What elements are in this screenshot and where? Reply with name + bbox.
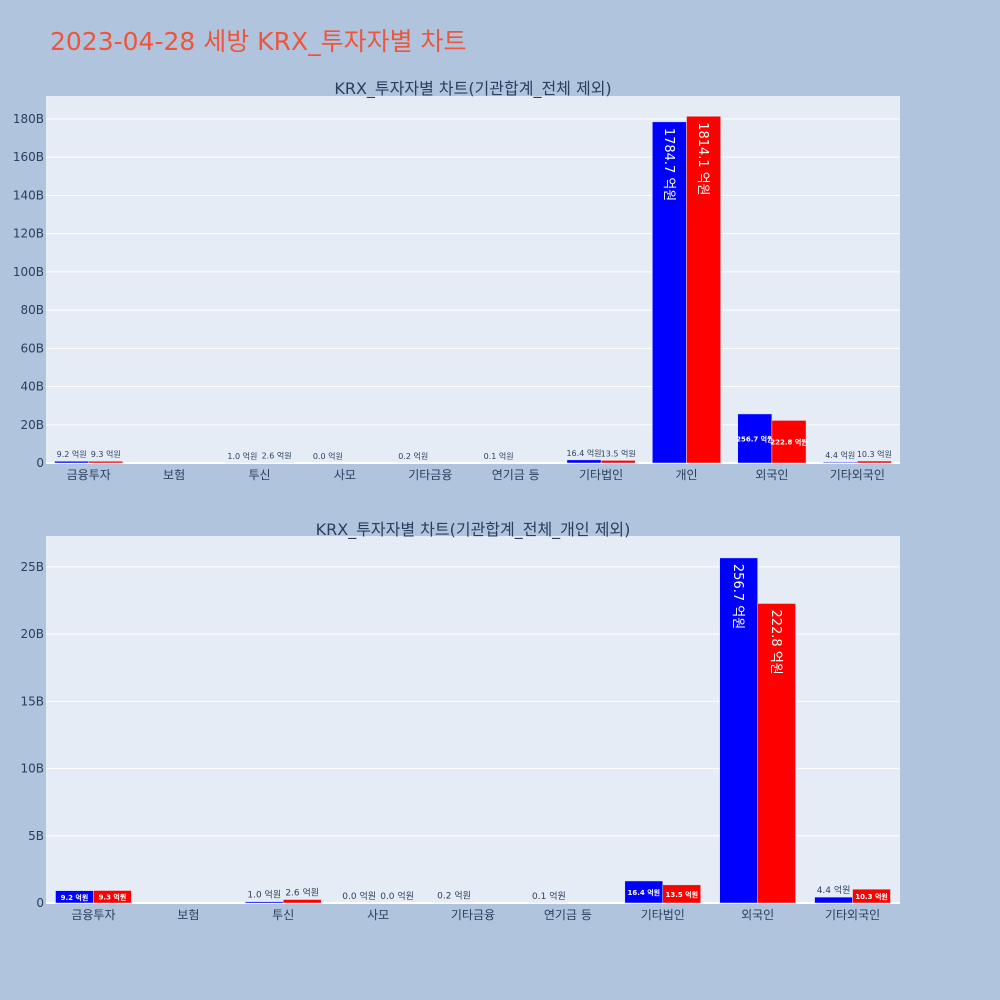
data-label: 222.8 억원 — [770, 438, 807, 447]
data-label: 9.2 억원 — [61, 893, 89, 902]
x-tick-label: 사모 — [367, 908, 389, 922]
y-tick-label: 160B — [13, 150, 44, 164]
data-label: 1.0 억원 — [247, 889, 281, 901]
x-tick-label: 금융투자 — [67, 468, 111, 482]
x-tick-label: 투신 — [272, 908, 294, 922]
data-label: 2.6 억원 — [262, 451, 292, 461]
y-tick-label: 25B — [20, 560, 44, 574]
data-label: 0.2 억원 — [437, 890, 471, 902]
bar — [93, 890, 132, 904]
data-label: 9.3 억원 — [91, 449, 121, 459]
data-label: 10.3 억원 — [855, 892, 888, 901]
bar — [757, 603, 796, 904]
x-tick-label: 기타외국인 — [830, 468, 885, 482]
bar — [282, 899, 322, 904]
data-label: 222.8 억원 — [768, 609, 783, 674]
y-tick-label: 20B — [20, 418, 44, 432]
x-tick-label: 외국인 — [741, 908, 774, 922]
x-tick-label: 보험 — [177, 908, 199, 922]
data-label: 13.5 억원 — [601, 448, 636, 458]
chart-title: KRX_투자자별 차트(기관합계_전체_개인 제외) — [316, 520, 631, 540]
x-tick-label: 기타외국인 — [825, 908, 880, 922]
bar — [822, 461, 858, 464]
y-tick-label: 60B — [20, 341, 44, 355]
y-tick-label: 0 — [36, 896, 44, 910]
bar — [686, 115, 721, 464]
x-tick-label: 사모 — [334, 468, 356, 482]
y-tick-label: 100B — [13, 265, 44, 279]
y-tick-label: 0 — [36, 456, 44, 470]
y-tick-label: 20B — [20, 627, 44, 641]
data-label: 4.4 억원 — [825, 450, 855, 460]
y-tick-label: 40B — [20, 380, 44, 394]
plot-area — [46, 96, 900, 463]
bar — [652, 121, 687, 464]
x-tick-label: 금융투자 — [71, 908, 115, 922]
data-label: 16.4 억원 — [566, 448, 601, 458]
data-label: 1814.1 억원 — [695, 122, 710, 195]
data-label: 2.6 억원 — [285, 887, 319, 899]
data-label: 10.3 억원 — [857, 449, 892, 459]
data-label: 1.0 억원 — [227, 451, 257, 461]
x-tick-label: 투신 — [248, 468, 270, 482]
bar — [771, 420, 807, 464]
bar — [814, 896, 853, 904]
bar — [857, 460, 892, 464]
bar — [245, 901, 284, 904]
data-label: 0.1 억원 — [484, 451, 514, 461]
data-label: 16.4 억원 — [628, 888, 661, 897]
page-title: 2023-04-28 세방 KRX_투자자별 차트 — [50, 27, 467, 56]
data-label: 13.5 억원 — [665, 890, 698, 899]
data-label: 0.0 억원 — [313, 451, 343, 461]
x-tick-label: 외국인 — [755, 468, 788, 482]
y-tick-label: 140B — [13, 188, 44, 202]
bar — [88, 460, 124, 464]
chart-institution-excluded: KRX_투자자별 차트(기관합계_전체 제외) 0 20B 40B 60B 80B 100B… — [13, 79, 900, 482]
data-label: 0.1 억원 — [532, 890, 566, 902]
x-tick-label: 기타금융 — [408, 468, 452, 482]
bar — [54, 460, 89, 464]
y-tick-label: 120B — [13, 227, 44, 241]
x-tick-label: 개인 — [675, 468, 697, 482]
data-label: 0.2 억원 — [398, 451, 428, 461]
bar — [719, 557, 758, 904]
data-label: 4.4 억원 — [817, 884, 851, 896]
x-tick-label: 기타법인 — [641, 908, 685, 922]
x-tick-label: 기타법인 — [579, 468, 623, 482]
chart-title: KRX_투자자별 차트(기관합계_전체 제외) — [334, 79, 611, 99]
data-label: 256.7 억원 — [736, 434, 773, 443]
x-tick-label: 연기금 등 — [492, 468, 540, 482]
data-label: 0.0 억원 — [342, 890, 376, 902]
y-tick-label: 10B — [20, 762, 44, 776]
chart-institution-individual-excluded: KRX_투자자별 차트(기관합계_전체_개인 제외) 0 5B 10B 15B 20B 25… — [20, 520, 900, 922]
y-tick-label: 180B — [13, 112, 44, 126]
bar — [737, 413, 773, 464]
data-label: 9.3 억원 — [99, 893, 127, 902]
bar — [600, 460, 636, 464]
y-tick-label: 80B — [20, 303, 44, 317]
x-tick-label: 연기금 등 — [544, 908, 592, 922]
data-label: 0.0 억원 — [380, 890, 414, 902]
y-tick-label: 15B — [20, 694, 44, 708]
data-label: 256.7 억원 — [730, 564, 745, 629]
bar — [566, 459, 602, 464]
y-tick-label: 5B — [28, 829, 44, 843]
x-tick-label: 보험 — [163, 468, 185, 482]
data-label: 9.2 억원 — [57, 449, 87, 459]
bar — [852, 888, 891, 904]
data-label: 1784.7 억원 — [661, 128, 676, 201]
bar — [662, 884, 701, 904]
x-tick-label: 기타금융 — [451, 908, 495, 922]
